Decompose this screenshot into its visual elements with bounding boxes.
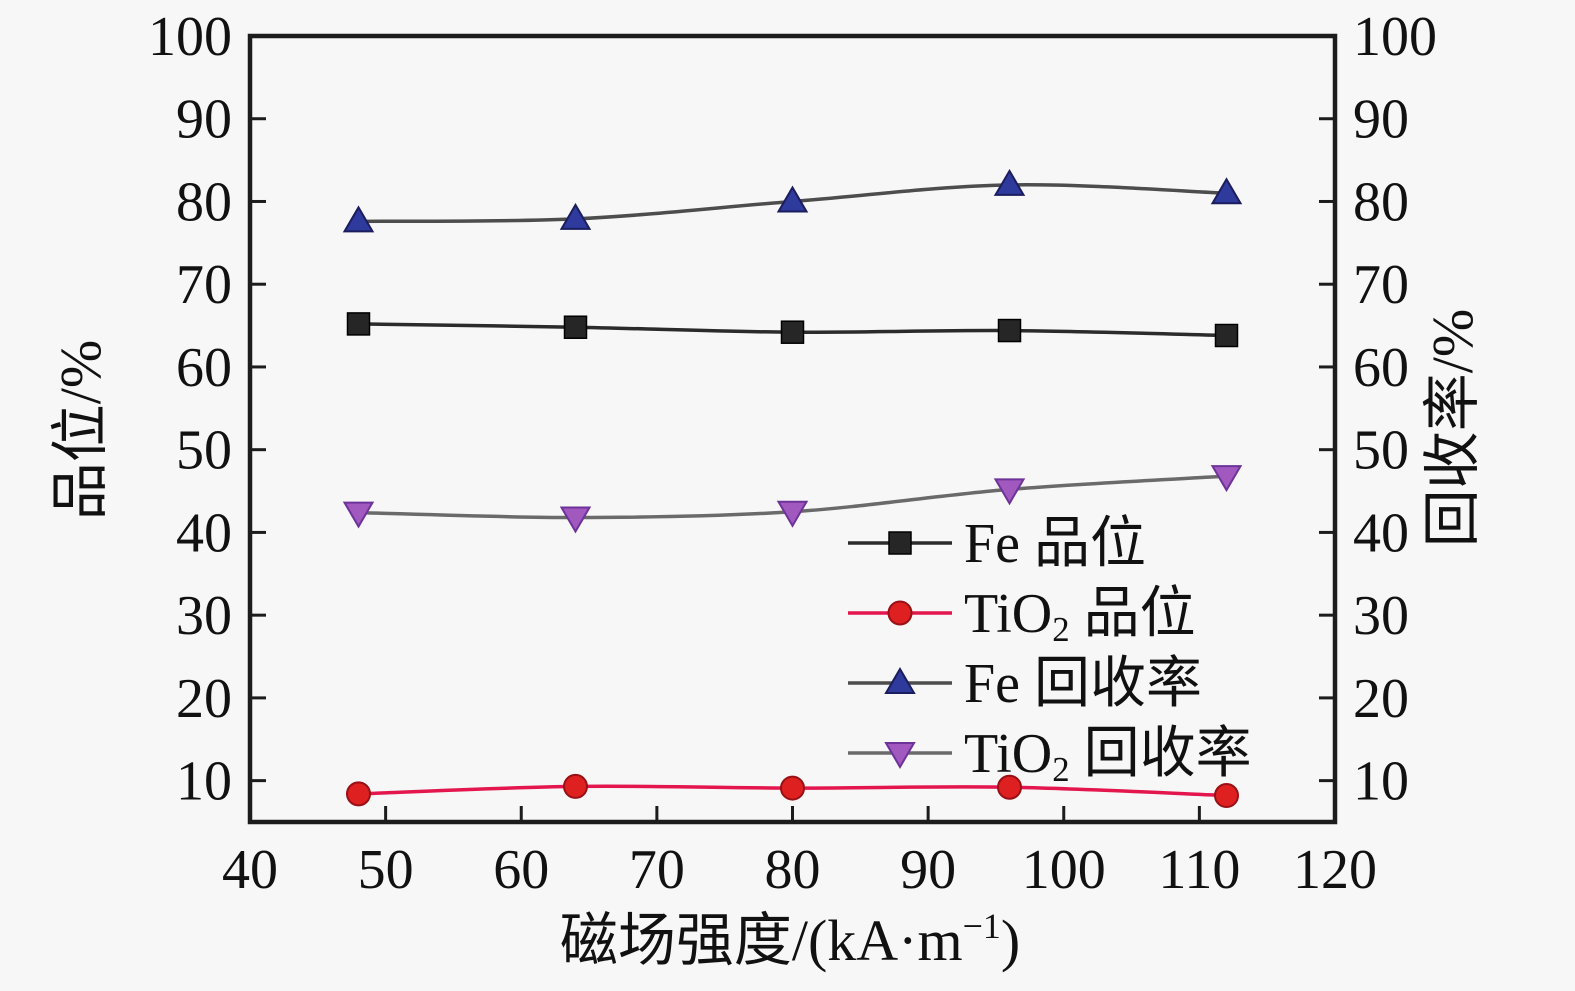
legend-item-fe-recovery: Fe 回收率 [848, 653, 1202, 715]
tio2-recovery-marker [559, 506, 592, 534]
tio2-grade-marker [1214, 783, 1239, 809]
y-axis-tick-label-right: 20 [1353, 668, 1409, 730]
y-axis-tick-label-left: 70 [176, 254, 232, 316]
tio2-grade-marker [780, 775, 805, 801]
tio2-recovery-marker [1210, 465, 1243, 493]
x-axis-tick-label: 60 [493, 839, 549, 901]
fe-recovery-marker [559, 202, 592, 230]
tio2-grade-marker [997, 774, 1022, 800]
x-axis-title: 磁场强度/(kA·m−1) [560, 906, 1020, 973]
fe-grade-marker [1214, 323, 1239, 348]
fe-recovery-marker [1210, 177, 1243, 205]
y-axis-tick-label-left: 20 [176, 668, 232, 730]
legend-item-tio2-recovery: TiO2 回收率 [848, 723, 1252, 789]
legend-marker-fe-grade [888, 531, 912, 555]
tio2-grade-marker [346, 781, 371, 807]
legend-marker-fe-recovery [884, 667, 916, 694]
y-axis-tick-label-right: 40 [1353, 502, 1409, 564]
x-axis-tick-label: 110 [1158, 839, 1240, 901]
legend-item-tio2-grade: TiO2 品位 [848, 583, 1196, 649]
y-axis-tick-label-right: 60 [1353, 337, 1409, 399]
y-axis-tick-label-right: 100 [1353, 6, 1437, 68]
series-fe-recovery [342, 168, 1243, 233]
series-tio2-recovery [342, 465, 1243, 534]
legend-label-fe-recovery: Fe 回收率 [964, 653, 1202, 715]
x-axis-tick-label: 120 [1293, 839, 1377, 901]
series-fe-grade [346, 312, 1239, 348]
x-axis-tick-label: 70 [629, 839, 685, 901]
tio2-recovery-marker [776, 500, 809, 528]
left-y-axis-title: 品位/% [48, 340, 113, 520]
y-axis-tick-label-left: 30 [176, 585, 232, 647]
series-tio2-grade [346, 773, 1239, 809]
fe-grade-marker [563, 315, 588, 339]
y-axis-tick-label-right: 90 [1353, 89, 1409, 151]
y-axis-tick-label-right: 30 [1353, 585, 1409, 647]
fe-recovery-marker [993, 168, 1026, 196]
y-axis-tick-label-left: 90 [176, 89, 232, 151]
fe-grade-marker [346, 312, 371, 336]
legend-item-fe-grade: Fe 品位 [848, 513, 1146, 575]
legend-label-fe-grade: Fe 品位 [964, 513, 1146, 575]
fe-recovery-marker [342, 205, 375, 233]
y-axis-tick-label-right: 50 [1353, 420, 1409, 482]
x-axis-tick-label: 50 [358, 839, 414, 901]
x-axis-tick-label: 40 [222, 839, 278, 901]
legend-label-tio2-recovery: TiO2 回收率 [964, 723, 1252, 789]
fe-grade-marker [780, 320, 805, 344]
x-axis-tick-label: 90 [900, 839, 956, 901]
tio2-grade-marker [563, 773, 588, 799]
fe-grade-marker [997, 318, 1022, 343]
legend-marker-tio2-grade [887, 600, 913, 626]
y-axis-tick-label-left: 100 [148, 6, 232, 68]
y-axis-tick-label-left: 40 [176, 502, 232, 564]
x-axis-tick-label: 100 [1022, 839, 1106, 901]
y-axis-tick-label-right: 70 [1353, 254, 1409, 316]
x-axis-tick-label: 80 [765, 839, 821, 901]
y-axis-tick-label-left: 50 [176, 420, 232, 482]
right-y-axis-title: 回收率/% [1420, 309, 1485, 547]
fe-recovery-marker [776, 185, 809, 213]
y-axis-tick-label-right: 80 [1353, 171, 1409, 233]
legend-label-tio2-grade: TiO2 品位 [964, 583, 1196, 649]
y-axis-tick-label-left: 80 [176, 171, 232, 233]
y-axis-tick-label-left: 60 [176, 337, 232, 399]
tio2-recovery-marker [993, 478, 1026, 506]
y-axis-tick-label-left: 10 [176, 751, 232, 813]
tio2-recovery-marker [342, 501, 375, 529]
legend-marker-tio2-recovery [884, 742, 916, 769]
y-axis-tick-label-right: 10 [1353, 751, 1409, 813]
